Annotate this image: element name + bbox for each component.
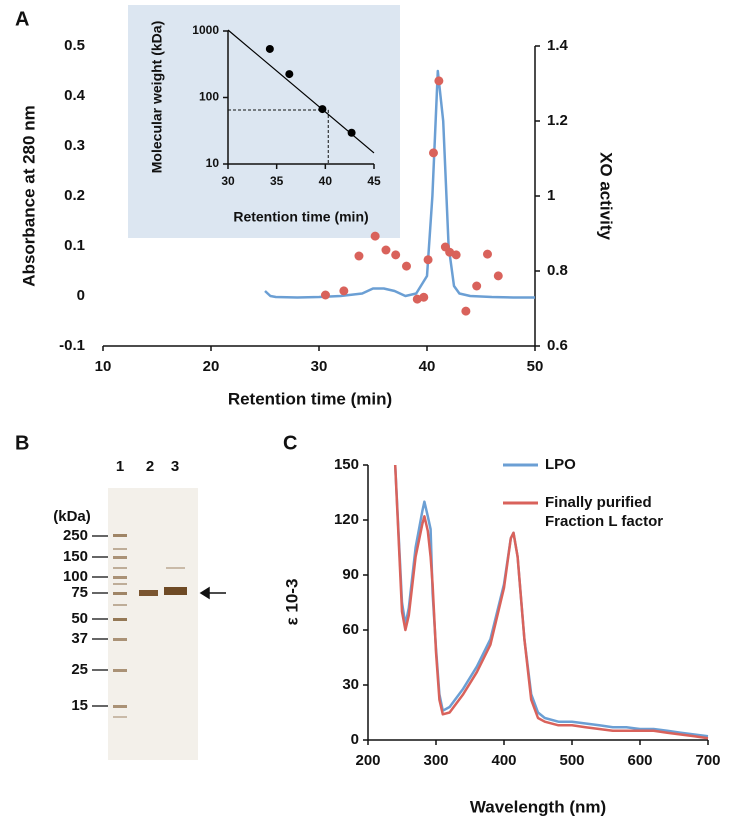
y-tick-label: -0.1 xyxy=(59,337,85,354)
x-axis-label: Retention time (min) xyxy=(233,209,368,225)
data-point xyxy=(419,292,429,302)
y-tick-label: 0.3 xyxy=(64,137,85,154)
x-tick-label: 600 xyxy=(627,752,652,769)
x-tick-label: 500 xyxy=(559,752,584,769)
series-line xyxy=(393,464,709,740)
panel-label: C xyxy=(283,432,297,454)
data-point xyxy=(423,255,433,265)
marker-label: 150 xyxy=(63,548,88,565)
lane-label: 2 xyxy=(146,458,154,475)
data-point xyxy=(391,250,401,260)
x-tick-label: 30 xyxy=(221,174,235,188)
x-tick-label: 40 xyxy=(319,174,333,188)
lane-label: 3 xyxy=(171,458,179,475)
y-axis-label: ε 10-3 xyxy=(282,579,301,626)
x-axis-label: Retention time (min) xyxy=(228,389,392,408)
y-tick-label: 90 xyxy=(342,566,359,583)
y2-tick-label: 0.8 xyxy=(547,262,568,279)
marker-label: 15 xyxy=(71,697,88,714)
panel-label: B xyxy=(15,432,29,454)
x-tick-label: 400 xyxy=(491,752,516,769)
y-tick-label: 120 xyxy=(334,511,359,528)
data-point xyxy=(381,245,391,255)
data-point xyxy=(370,231,380,241)
data-point xyxy=(428,148,438,158)
data-point xyxy=(285,70,294,79)
data-point xyxy=(320,290,330,300)
x-tick-label: 35 xyxy=(270,174,284,188)
legend-label: LPO xyxy=(545,456,576,473)
data-point xyxy=(461,306,471,316)
y-tick-label: 30 xyxy=(342,676,359,693)
y-tick-label: 1000 xyxy=(192,23,219,37)
marker-label: 75 xyxy=(71,584,88,601)
y-axis-label: Molecular weight (kDa) xyxy=(149,21,165,173)
data-point xyxy=(339,286,349,296)
x-tick-label: 700 xyxy=(695,752,720,769)
y-tick-label: 0.1 xyxy=(64,237,85,254)
marker-label: 50 xyxy=(71,610,88,627)
gel-bands xyxy=(113,534,187,718)
marker-label: 100 xyxy=(63,568,88,585)
marker-label: 25 xyxy=(71,661,88,678)
x-tick-label: 50 xyxy=(527,358,544,375)
data-point xyxy=(318,105,327,114)
lane-label: 1 xyxy=(116,458,124,475)
data-point xyxy=(451,250,461,260)
unit-label: (kDa) xyxy=(53,508,91,525)
x-tick-label: 200 xyxy=(355,752,380,769)
y2-tick-label: 1.2 xyxy=(547,112,568,129)
data-point xyxy=(265,44,274,53)
x-tick-label: 40 xyxy=(419,358,436,375)
y-tick-label: 10 xyxy=(206,156,220,170)
x-tick-label: 10 xyxy=(95,358,112,375)
y-tick-label: 0.2 xyxy=(64,187,85,204)
x-axis-label: Wavelength (nm) xyxy=(470,797,606,816)
data-point xyxy=(354,251,364,261)
y-tick-label: 0 xyxy=(351,731,359,748)
panel-label: A xyxy=(15,8,29,30)
y2-tick-label: 1.4 xyxy=(547,37,569,54)
data-point xyxy=(482,249,492,259)
series-line xyxy=(264,69,535,299)
y2-axis-label: XO activity xyxy=(597,152,616,240)
data-point xyxy=(472,281,482,291)
y-tick-label: 0.5 xyxy=(64,37,85,54)
y-axis-label: Absorbance at 280 nm xyxy=(19,105,38,286)
legend-label: Finally purified Fraction L factor xyxy=(545,494,664,530)
x-tick-label: 30 xyxy=(311,358,328,375)
x-tick-label: 20 xyxy=(203,358,220,375)
data-point xyxy=(493,271,503,281)
y-tick-label: 100 xyxy=(199,90,219,104)
y-tick-label: 150 xyxy=(334,456,359,473)
marker-label: 250 xyxy=(63,527,88,544)
y-tick-label: 0.4 xyxy=(64,87,86,104)
data-point xyxy=(401,261,411,271)
gel-image xyxy=(108,488,198,760)
y-tick-label: 60 xyxy=(342,621,359,638)
data-point xyxy=(347,128,356,137)
x-tick-label: 45 xyxy=(367,174,381,188)
data-point xyxy=(434,76,444,86)
y2-tick-label: 0.6 xyxy=(547,337,568,354)
marker-label: 37 xyxy=(71,630,88,647)
gel-arrow xyxy=(199,586,226,600)
y2-tick-label: 1 xyxy=(547,187,555,204)
y-tick-label: 0 xyxy=(77,287,85,304)
inset-background xyxy=(128,5,400,238)
marker-dashes xyxy=(92,535,108,707)
x-tick-label: 300 xyxy=(423,752,448,769)
